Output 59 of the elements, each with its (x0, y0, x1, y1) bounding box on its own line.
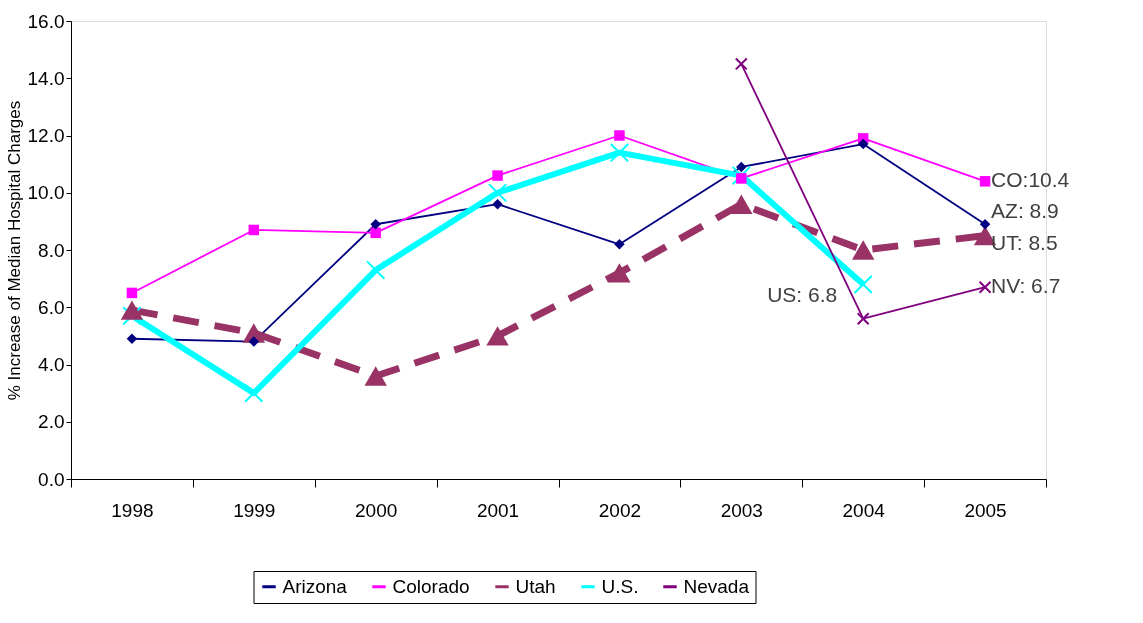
x-tick-label: 2002 (598, 499, 642, 521)
point (370, 218, 381, 230)
point (979, 218, 991, 230)
point (486, 326, 509, 346)
legend-label: Nevada (683, 575, 750, 597)
point (492, 198, 503, 210)
point (856, 312, 870, 326)
y-tick-label: 10.0 (27, 182, 65, 204)
point (487, 183, 508, 203)
x-tick-label: 2000 (355, 499, 398, 521)
annotation: AZ: 8.9 (991, 199, 1059, 223)
point (120, 300, 144, 320)
point (366, 260, 386, 280)
point (248, 336, 260, 347)
point (731, 165, 751, 186)
legend-label: Arizona (282, 575, 348, 597)
y-tick-label: 2.0 (38, 411, 65, 433)
point (853, 274, 873, 295)
point (736, 161, 747, 173)
legend-label: Utah (515, 575, 556, 597)
point (248, 224, 260, 236)
x-tick-label: 2004 (842, 499, 886, 521)
x-tick-label: 2005 (964, 499, 1007, 521)
point (244, 383, 264, 403)
point (978, 280, 992, 294)
point (852, 240, 875, 260)
legend-label: Colorado (392, 575, 470, 597)
y-tick-label: 0.0 (38, 468, 65, 490)
annotation: CO:10.4 (991, 168, 1070, 192)
point (126, 333, 138, 344)
point (736, 173, 747, 184)
y-tick-label: 14.0 (27, 67, 65, 89)
point (857, 138, 869, 150)
x-tick-label: 1999 (233, 499, 276, 521)
point (364, 366, 387, 386)
point (609, 143, 630, 163)
point (730, 194, 753, 214)
y-axis-title: % Increase of Median Hospital Charges (4, 100, 24, 401)
y-tick-label: 4.0 (38, 354, 65, 375)
annotation: US: 6.8 (767, 283, 838, 307)
y-tick-label: 6.0 (38, 296, 65, 318)
y-tick-label: 8.0 (38, 239, 65, 261)
point (979, 176, 991, 187)
y-tick-label: 12.0 (27, 125, 65, 146)
point (614, 130, 625, 141)
y-tick-label: 16.0 (27, 10, 65, 32)
point (126, 287, 138, 299)
point (614, 239, 625, 250)
point (492, 170, 503, 181)
x-tick-label: 1998 (111, 499, 154, 521)
point (122, 306, 142, 326)
point (734, 57, 748, 71)
point (608, 263, 631, 283)
x-tick-label: 2003 (720, 499, 763, 521)
annotation: NV: 6.7 (991, 274, 1061, 298)
x-tick-label: 2001 (476, 499, 520, 521)
point (370, 227, 381, 239)
annotation: UT: 8.5 (991, 230, 1058, 254)
legend-label: U.S. (601, 575, 639, 597)
